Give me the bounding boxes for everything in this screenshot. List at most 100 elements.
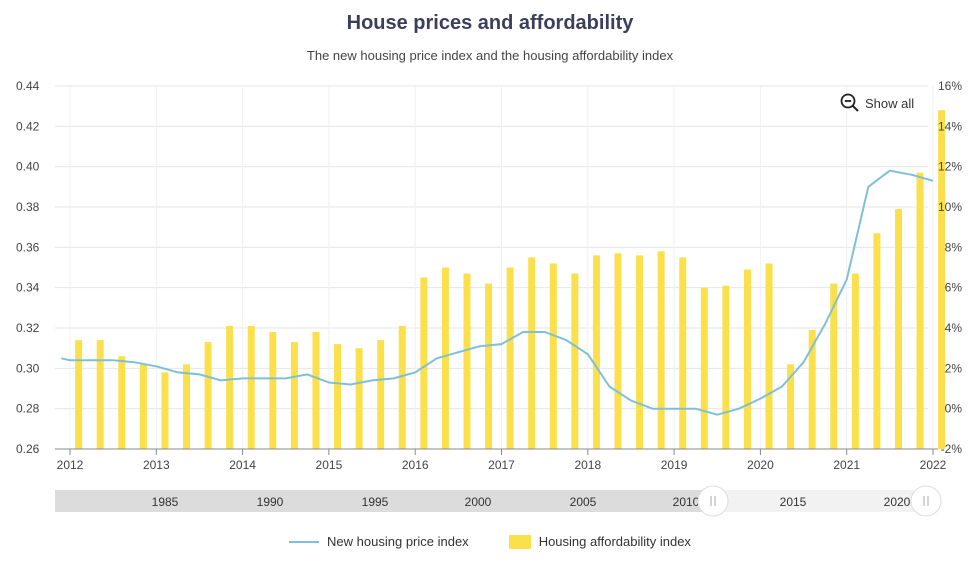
left-axis-tick-label: 0.26 [16, 442, 40, 456]
navigator-year-label: 2000 [465, 495, 492, 509]
x-axis-tick-label: 2012 [57, 458, 84, 472]
x-axis-tick-label: 2019 [661, 458, 688, 472]
navigator-year-label: 1990 [257, 495, 284, 509]
affordability-bar[interactable] [700, 287, 708, 449]
legend: New housing price index Housing affordab… [0, 534, 980, 549]
x-axis: 2012 2013 2014 2015 2016 2017 2018 2019 2020 2021… [55, 448, 947, 472]
left-axis-tick-label: 0.28 [16, 402, 40, 416]
legend-item-price-index[interactable]: New housing price index [289, 534, 469, 549]
x-axis-tick-label: 2020 [747, 458, 774, 472]
affordability-bar[interactable] [722, 285, 730, 449]
affordability-bar[interactable] [506, 267, 514, 450]
affordability-bar[interactable] [873, 233, 881, 449]
navigator-year-label: 2005 [570, 495, 597, 509]
navigator-handle-knob[interactable] [910, 485, 942, 517]
affordability-bar[interactable] [161, 372, 169, 449]
navigator-year-label: 2010 [673, 495, 700, 509]
affordability-bar[interactable] [377, 340, 385, 449]
bar-layer[interactable] [75, 110, 946, 450]
right-axis-tick-label: 6% [945, 281, 963, 295]
affordability-bar[interactable] [247, 325, 255, 449]
affordability-bar[interactable] [226, 325, 234, 449]
affordability-bar[interactable] [139, 364, 147, 449]
right-axis: -2% 0% 2% 4% 6% 8% 10% 12% 14% 16% [938, 79, 962, 456]
affordability-bar[interactable] [916, 172, 924, 449]
affordability-bar[interactable] [204, 342, 212, 449]
x-axis-tick-label: 2018 [574, 458, 601, 472]
affordability-bar[interactable] [787, 364, 795, 449]
navigator-right-handle[interactable] [910, 485, 942, 517]
right-axis-tick-label: 0% [945, 402, 963, 416]
right-axis-tick-label: 12% [938, 160, 962, 174]
x-axis-tick-label: 2021 [833, 458, 860, 472]
affordability-bar[interactable] [614, 253, 622, 449]
x-axis-tick-label: 2022 [920, 458, 947, 472]
affordability-bar[interactable] [183, 364, 191, 449]
line-layer[interactable] [61, 169, 934, 416]
chart-title: House prices and affordability [346, 12, 634, 34]
left-axis-tick-label: 0.36 [16, 240, 40, 254]
affordability-bar[interactable] [765, 263, 773, 449]
affordability-bar[interactable] [485, 283, 493, 449]
navigator-year-label: 1985 [152, 495, 179, 509]
left-axis-tick-label: 0.38 [16, 200, 40, 214]
legend-label-price-index: New housing price index [327, 534, 469, 549]
affordability-bar[interactable] [894, 209, 902, 449]
affordability-bar[interactable] [679, 257, 687, 449]
affordability-bar[interactable] [636, 255, 644, 449]
range-navigator[interactable]: 1985 1990 1995 2000 2005 2010 2015 2020 [55, 485, 942, 517]
affordability-bar[interactable] [290, 342, 298, 449]
right-axis-tick-label: 2% [945, 361, 963, 375]
right-axis-tick-label: 14% [938, 119, 962, 133]
affordability-bar[interactable] [75, 340, 83, 449]
legend-label-affordability-index: Housing affordability index [538, 534, 691, 549]
navigator-handle-knob[interactable] [697, 485, 729, 517]
affordability-bar[interactable] [592, 255, 600, 449]
navigator-year-label: 2020 [884, 495, 911, 509]
legend-item-affordability-index[interactable]: Housing affordability index [508, 534, 691, 549]
left-axis: 0.26 0.28 0.30 0.32 0.34 0.36 0.38 0.40 0.42 0.44 [16, 79, 40, 456]
affordability-bar[interactable] [851, 273, 859, 449]
left-axis-tick-label: 0.42 [16, 119, 40, 133]
right-axis-tick-label: 16% [938, 79, 962, 93]
affordability-bar[interactable] [269, 332, 277, 449]
navigator-left-handle[interactable] [697, 485, 729, 517]
x-axis-tick-label: 2013 [143, 458, 170, 472]
x-axis-tick-label: 2014 [229, 458, 256, 472]
right-axis-tick-label: 4% [945, 321, 963, 335]
affordability-bar[interactable] [528, 257, 536, 449]
x-axis-tick-label: 2017 [488, 458, 515, 472]
affordability-bar[interactable] [743, 269, 751, 449]
affordability-bar[interactable] [938, 110, 946, 449]
chart-svg: 0.26 0.28 0.30 0.32 0.34 0.36 0.38 0.40 0.42 0.44… [16, 79, 962, 517]
affordability-bar[interactable] [355, 348, 363, 449]
price-index-line[interactable] [61, 169, 934, 416]
x-axis-tick-label: 2016 [402, 458, 429, 472]
affordability-bar[interactable] [571, 273, 579, 449]
legend-line-swatch [289, 540, 320, 543]
affordability-bar[interactable] [463, 273, 471, 449]
left-axis-tick-label: 0.44 [16, 79, 40, 93]
affordability-bar[interactable] [334, 344, 342, 449]
affordability-bar[interactable] [312, 332, 320, 449]
affordability-bar[interactable] [830, 283, 838, 449]
show-all-label: Show all [865, 95, 915, 111]
affordability-bar[interactable] [118, 356, 126, 449]
right-axis-tick-label: -2% [941, 442, 963, 456]
show-all-button[interactable]: Show all [840, 93, 914, 113]
affordability-bar[interactable] [657, 251, 665, 449]
affordability-bar[interactable] [96, 340, 104, 449]
chart-subtitle: The new housing price index and the hous… [306, 48, 674, 63]
legend-bar-swatch [508, 534, 531, 549]
affordability-bar[interactable] [549, 263, 557, 449]
affordability-bar[interactable] [398, 325, 406, 449]
affordability-bar[interactable] [808, 330, 816, 449]
affordability-bar[interactable] [420, 277, 428, 449]
navigator-year-label: 1995 [362, 495, 389, 509]
navigator-outside-range [55, 490, 715, 512]
left-axis-tick-label: 0.30 [16, 361, 40, 375]
zoom-out-icon [840, 93, 859, 112]
affordability-bar[interactable] [441, 267, 449, 450]
navigator-year-label: 2015 [780, 495, 807, 509]
right-axis-tick-label: 10% [938, 200, 962, 214]
